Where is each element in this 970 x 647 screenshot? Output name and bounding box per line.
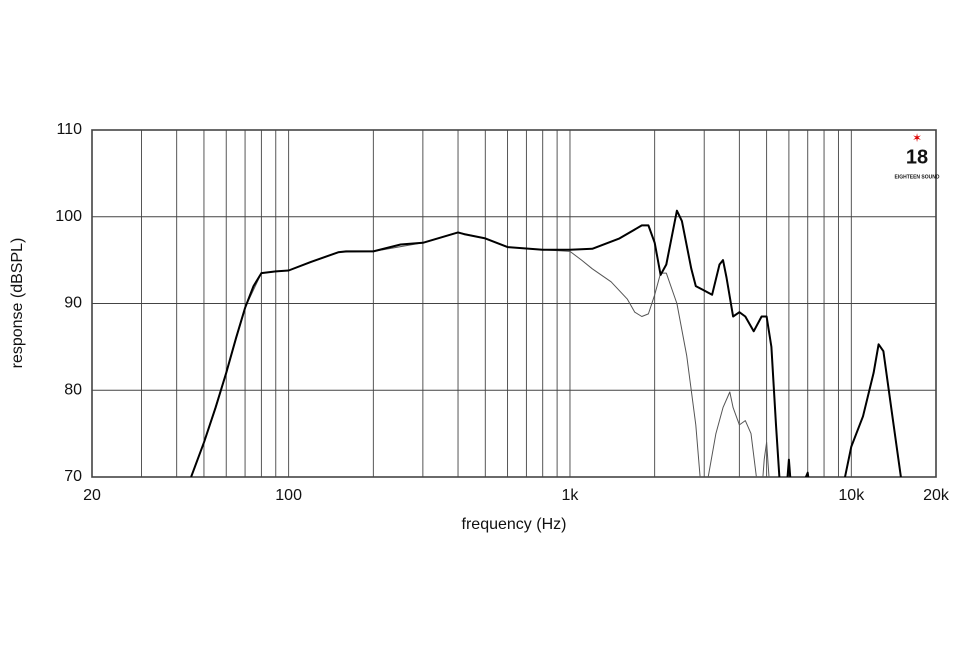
series-group [190, 209, 902, 477]
y-tick-label: 110 [56, 121, 82, 138]
x-tick-label: 20 [83, 487, 101, 504]
logo: ✶ 18 EIGHTEEN SOUND [894, 131, 939, 180]
x-tick-label: 1k [562, 487, 580, 504]
y-tick-label: 90 [64, 295, 82, 312]
response-line [190, 209, 902, 477]
x-axis-title: frequency (Hz) [462, 516, 567, 533]
logo-subtext: EIGHTEEN SOUND [894, 174, 939, 180]
logo-star: ✶ [912, 131, 922, 145]
y-tick-label: 100 [55, 208, 82, 225]
x-tick-label: 20k [923, 487, 950, 504]
y-axis-title: response (dBSPL) [9, 238, 26, 369]
x-tick-label: 100 [275, 487, 302, 504]
logo-text: 18 [906, 146, 928, 168]
y-tick-label: 70 [64, 468, 82, 485]
x-tick-label: 10k [838, 487, 865, 504]
y-tick-label: 80 [64, 381, 82, 398]
